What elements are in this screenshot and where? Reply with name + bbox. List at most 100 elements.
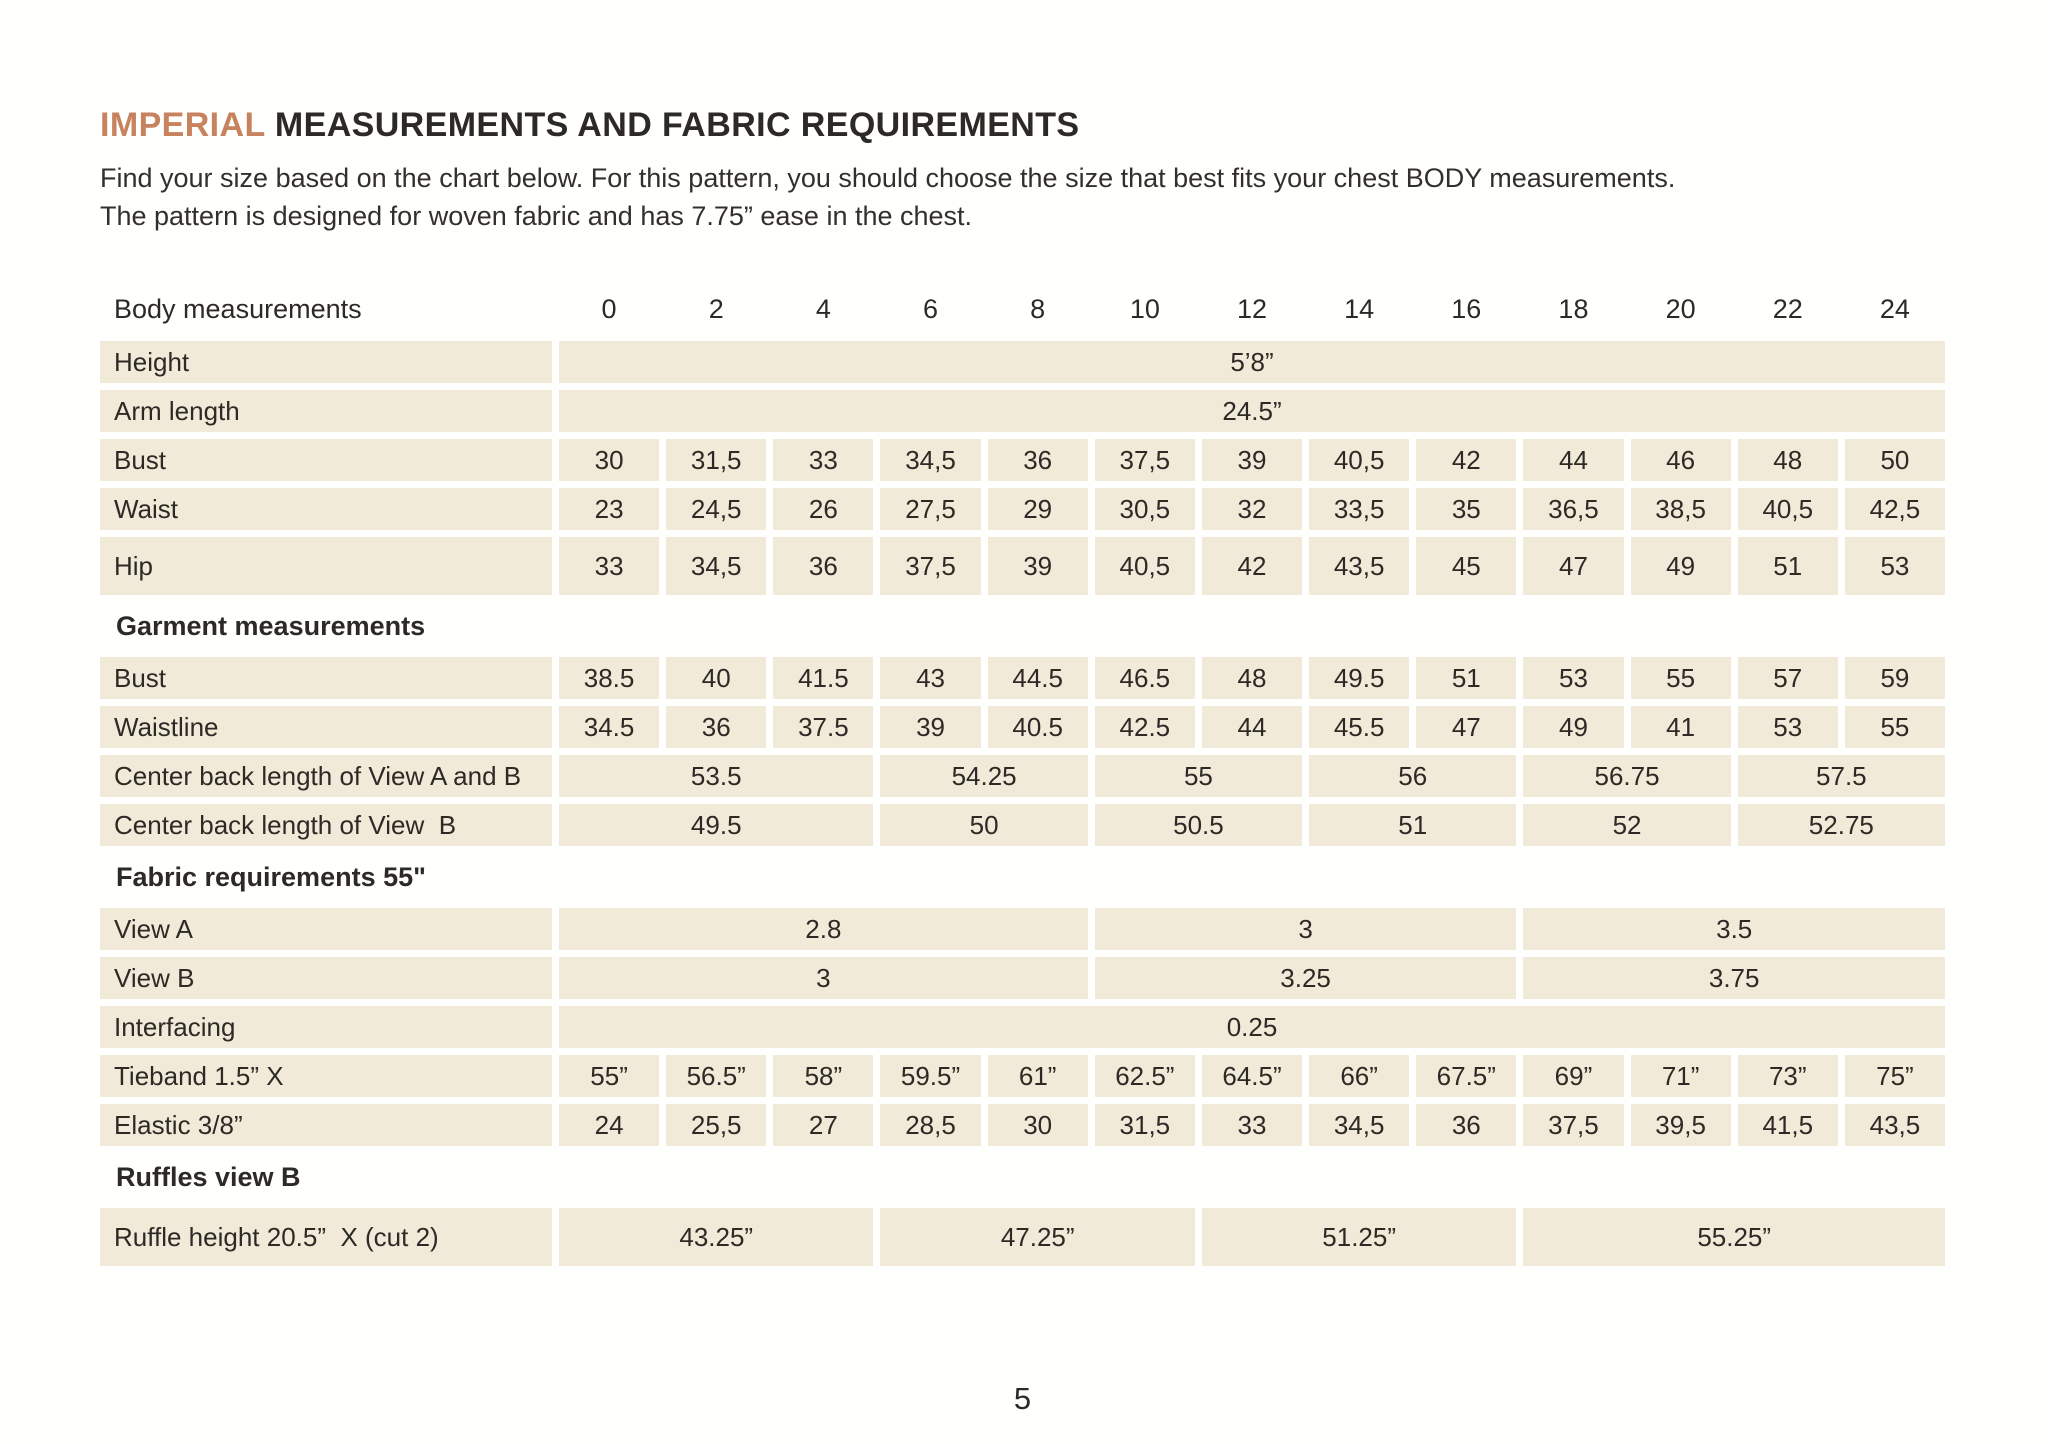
value-cell: 52	[1523, 804, 1731, 846]
value-cell: 50	[1844, 439, 1945, 481]
row-label: View B	[100, 957, 552, 999]
value-cell: 3	[559, 957, 1088, 999]
table-row-waistline: Waistline 34.5 36 37.5 39 40.5 42.5 44 45.5 47 49 4…	[100, 706, 1945, 748]
value-cell: 5’8”	[559, 341, 1945, 383]
value-cell: 37,5	[1094, 439, 1195, 481]
value-cell: 40.5	[987, 706, 1088, 748]
value-cell: 57.5	[1737, 755, 1945, 797]
value-cell: 40,5	[1309, 439, 1410, 481]
row-label: Waistline	[100, 706, 552, 748]
size-column-header-6: 6	[923, 293, 939, 324]
value-cell: 42.5	[1094, 706, 1195, 748]
value-cell: 33	[559, 537, 660, 595]
row-label: Tieband 1.5” X	[100, 1055, 552, 1097]
intro-text: Find your size based on the chart below.…	[100, 159, 1948, 235]
value-cell: 67.5”	[1416, 1055, 1517, 1097]
section-header-ruffles-view-b: Ruffles view B	[116, 1162, 301, 1192]
table-row-bust: Bust 38.5 40 41.5 43 44.5 46.5 48 49.5 51 53 55 57 59	[100, 657, 1945, 699]
value-cell: 75”	[1844, 1055, 1945, 1097]
value-cell: 40,5	[1737, 488, 1838, 530]
value-cell: 49	[1630, 537, 1731, 595]
value-cell: 37,5	[1523, 1104, 1624, 1146]
value-cell: 49	[1523, 706, 1624, 748]
value-cell: 32	[1201, 488, 1303, 530]
table-row-waist: Waist 23 24,5 26 27,5 29 30,5 32 33,5 35 36,5 38,5 4…	[100, 488, 1945, 530]
size-column-header-10: 10	[1129, 293, 1160, 324]
size-column-header-16: 16	[1451, 293, 1482, 324]
value-cell: 59	[1844, 657, 1945, 699]
value-cell: 47	[1523, 537, 1624, 595]
value-cell: 36,5	[1523, 488, 1624, 530]
table-row-hip: Hip 33 34,5 36 37,5 39 40,5 42 43,5 45 47 49 51 53	[100, 537, 1945, 595]
value-cell: 3.25	[1094, 957, 1517, 999]
table-row-bust: Bust 30 31,5 33 34,5 36 37,5 39 40,5 42 44 46 48 50	[100, 439, 1945, 481]
value-cell: 48	[1201, 657, 1303, 699]
value-cell: 73”	[1737, 1055, 1838, 1097]
value-cell: 56	[1309, 755, 1517, 797]
value-cell: 30	[987, 1104, 1088, 1146]
table-row-view-b: View B 3 3.25 3.75	[100, 957, 1945, 999]
value-cell: 55”	[559, 1055, 660, 1097]
value-cell: 53	[1523, 657, 1624, 699]
page-number: 5	[1013, 1381, 1032, 1416]
value-cell: 46	[1630, 439, 1731, 481]
size-column-header-12: 12	[1236, 293, 1268, 324]
value-cell: 59.5”	[880, 1055, 981, 1097]
value-cell: 51	[1309, 804, 1517, 846]
value-cell: 47.25”	[880, 1208, 1195, 1266]
value-cell: 44.5	[987, 657, 1088, 699]
value-cell: 37.5	[773, 706, 874, 748]
size-column-header-24: 24	[1879, 293, 1910, 324]
value-cell: 53	[1844, 537, 1945, 595]
value-cell: 27,5	[880, 488, 981, 530]
row-label: Bust	[100, 439, 552, 481]
value-cell: 38.5	[559, 657, 660, 699]
size-column-header-2: 2	[708, 293, 724, 324]
value-cell: 55	[1630, 657, 1731, 699]
value-cell: 49.5	[1309, 657, 1410, 699]
value-cell: 49.5	[559, 804, 874, 846]
value-cell: 34,5	[666, 537, 767, 595]
page-title-accent: IMPERIAL	[100, 106, 266, 144]
value-cell: 33	[773, 439, 874, 481]
row-label: View A	[100, 908, 552, 950]
value-cell: 36	[1416, 1104, 1517, 1146]
row-label: Waist	[100, 488, 552, 530]
value-cell: 43	[880, 657, 981, 699]
corner-label: Body measurements	[114, 293, 362, 324]
section-header-garment-measurements: Garment measurements	[116, 611, 426, 641]
value-cell: 3	[1094, 908, 1517, 950]
size-column-header-18: 18	[1558, 293, 1589, 324]
value-cell: 26	[773, 488, 874, 530]
value-cell: 46.5	[1094, 657, 1195, 699]
value-cell: 35	[1416, 488, 1517, 530]
value-cell: 36	[666, 706, 767, 748]
value-cell: 42	[1416, 439, 1517, 481]
value-cell: 27	[773, 1104, 874, 1146]
value-cell: 30,5	[1094, 488, 1195, 530]
value-cell: 36	[773, 537, 874, 595]
size-column-header-14: 14	[1344, 293, 1375, 324]
measurement-table: Body measurements 0 2 4 6 8 10 12 14 16 18 20 22 24 …	[100, 291, 1945, 1266]
page-title-rest: MEASUREMENTS AND FABRIC REQUIREMENTS	[265, 106, 1080, 144]
value-cell: 45.5	[1309, 706, 1410, 748]
value-cell: 40,5	[1094, 537, 1195, 595]
value-cell: 51	[1737, 537, 1838, 595]
value-cell: 24.5”	[559, 390, 1945, 432]
value-cell: 2.8	[559, 908, 1088, 950]
table-row-tieband-1-5-x: Tieband 1.5” X 55” 56.5” 58” 59.5” 61” 62.5” 64…	[100, 1055, 1945, 1097]
table-header-row: Body measurements 0 2 4 6 8 10 12 14 16 18 20 22 24	[100, 291, 1945, 327]
table-body: Height 5’8” Arm length 24.5” Bust 30 31,5 33 34,…	[100, 341, 1945, 1266]
row-label: Hip	[100, 537, 552, 595]
value-cell: 29	[987, 488, 1088, 530]
value-cell: 45	[1416, 537, 1517, 595]
intro-line-1: Find your size based on the chart below.…	[100, 163, 1676, 193]
row-label: Arm length	[100, 390, 552, 432]
value-cell: 23	[559, 488, 660, 530]
row-label: Elastic 3/8”	[100, 1104, 552, 1146]
value-cell: 42,5	[1844, 488, 1945, 530]
value-cell: 34,5	[880, 439, 981, 481]
value-cell: 62.5”	[1094, 1055, 1195, 1097]
value-cell: 39	[987, 537, 1088, 595]
